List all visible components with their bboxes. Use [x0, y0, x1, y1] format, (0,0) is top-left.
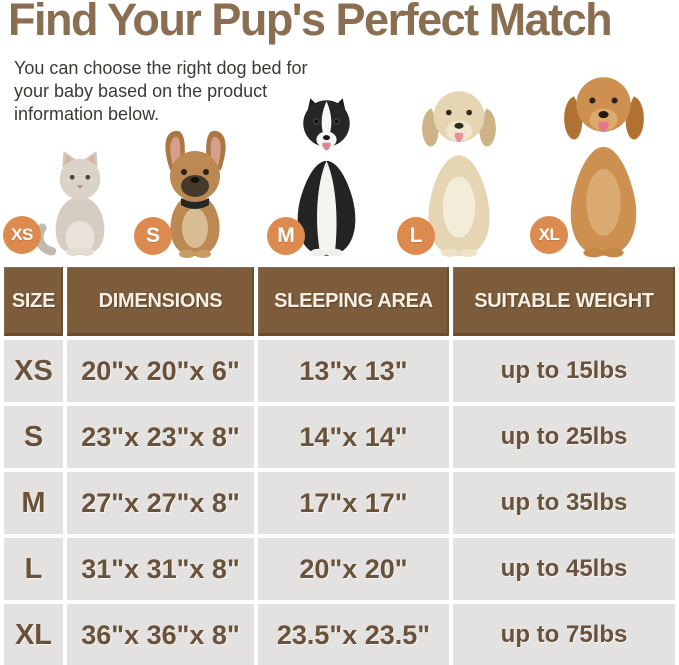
subtitle-line: information below. [14, 104, 160, 124]
table-cell-suitable-weight: up to 75lbs [453, 604, 675, 665]
page-subtitle: You can choose the right dog bed for you… [14, 57, 308, 126]
cream-golden-retriever-image [406, 80, 513, 258]
subtitle-line: You can choose the right dog bed for [14, 58, 308, 78]
size-badge-m: M [267, 217, 305, 255]
table-cell-suitable-weight: up to 25lbs [453, 406, 675, 468]
table-cell-dimensions: 31"x 31"x 8" [67, 538, 254, 600]
size-badge-l: L [397, 217, 435, 255]
table-cell-dimensions: 36"x 36"x 8" [67, 604, 254, 665]
column-header-suitable-weight: SUITABLE WEIGHT [453, 267, 675, 336]
size-comparison-hero: XS S M L XL [0, 0, 679, 267]
table-cell-dimensions: 20"x 20"x 6" [67, 340, 254, 402]
table-cell-sleeping-area: 17"x 17" [258, 472, 449, 534]
subtitle-line: your baby based on the product [14, 81, 268, 101]
table-cell-size: S [4, 406, 63, 468]
table-cell-size: XS [4, 340, 63, 402]
table-cell-sleeping-area: 20"x 20" [258, 538, 449, 600]
french-bulldog-image [148, 128, 243, 258]
table-cell-sleeping-area: 23.5"x 23.5" [258, 604, 449, 665]
size-badge-s: S [134, 217, 172, 255]
size-chart-table: SIZE DIMENSIONS SLEEPING AREA SUITABLE W… [4, 267, 675, 665]
size-badge-xl: XL [530, 216, 568, 254]
cat-image [35, 150, 124, 257]
table-cell-size: L [4, 538, 63, 600]
column-header-sleeping-area: SLEEPING AREA [258, 267, 449, 336]
table-cell-suitable-weight: up to 35lbs [453, 472, 675, 534]
table-cell-suitable-weight: up to 15lbs [453, 340, 675, 402]
table-cell-dimensions: 23"x 23"x 8" [67, 406, 254, 468]
golden-retriever-image [546, 66, 662, 258]
table-cell-size: XL [4, 604, 63, 665]
column-header-dimensions: DIMENSIONS [67, 267, 254, 336]
table-cell-sleeping-area: 13"x 13" [258, 340, 449, 402]
table-cell-dimensions: 27"x 27"x 8" [67, 472, 254, 534]
table-cell-size: M [4, 472, 63, 534]
column-header-size: SIZE [4, 267, 63, 336]
table-cell-suitable-weight: up to 45lbs [453, 538, 675, 600]
size-badge-xs: XS [3, 216, 41, 254]
page-title: Find Your Pup's Perfect Match [8, 0, 613, 45]
border-collie-image [276, 96, 377, 258]
table-cell-sleeping-area: 14"x 14" [258, 406, 449, 468]
